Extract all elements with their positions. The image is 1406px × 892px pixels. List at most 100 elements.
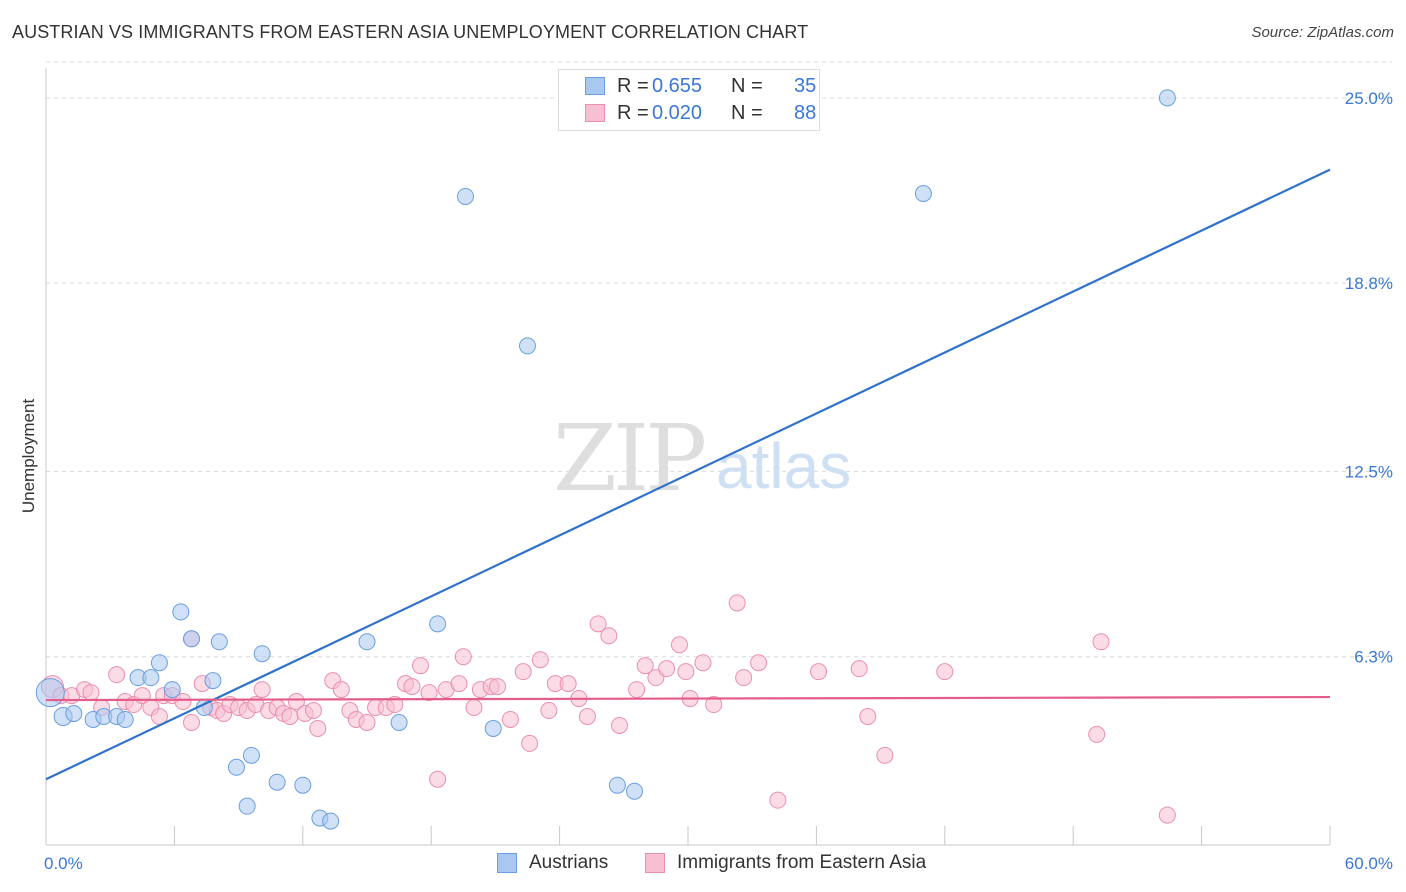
immigrant-point (850, 660, 868, 678)
immigrant-point (521, 734, 539, 752)
immigrant-point (386, 696, 404, 714)
immigrant-point (465, 699, 483, 717)
austrian-point (210, 633, 228, 651)
austrian-point (238, 797, 256, 815)
austrian-point (294, 776, 312, 794)
austrian-point (322, 812, 340, 830)
legend-item-label: Immigrants from Eastern Asia (677, 852, 927, 873)
legend-r-value: 0.020 (652, 102, 703, 124)
austrian-point (914, 184, 932, 202)
watermark-zip: ZIP (553, 405, 704, 512)
immigrant-point (769, 791, 787, 809)
austrian-point (204, 672, 222, 690)
immigrant-point (501, 710, 519, 728)
legend-item-label: Austrians (529, 852, 609, 873)
austrian-point (456, 187, 474, 205)
immigrant-point (670, 636, 688, 654)
austrian-point (35, 678, 65, 708)
immigrant-point (611, 716, 629, 734)
austrian-point (183, 630, 201, 648)
axes (45, 68, 1331, 846)
series-austrians-points (35, 89, 1176, 830)
austrian-point (172, 603, 190, 621)
correlation-legend: R = 0.655 N = 35 R = 0.020 N = 88 (558, 69, 820, 131)
x-tick-label-max: 60.0% (1345, 854, 1393, 873)
immigrant-point (429, 770, 447, 788)
chart-title: AUSTRIAN VS IMMIGRANTS FROM EASTERN ASIA… (12, 22, 809, 42)
austrian-point (150, 654, 168, 672)
tick-labels: 6.3% 12.5% 18.8% 25.0% 0.0% 60.0% (44, 89, 1393, 873)
legend-r-value: 0.655 (652, 75, 703, 97)
immigrant-point (450, 675, 468, 693)
immigrant-point (82, 684, 100, 702)
grid-lines (46, 61, 1392, 658)
immigrant-point (454, 648, 472, 666)
immigrant-point (514, 663, 532, 681)
immigrant-point (174, 693, 192, 711)
austrian-point (65, 705, 83, 723)
legend-n-label: N = (731, 102, 763, 124)
immigrant-point (281, 707, 299, 725)
y-tick-label: 6.3% (1354, 648, 1393, 667)
immigrant-point (677, 663, 695, 681)
immigrant-point (559, 675, 577, 693)
legend-r-label: R = (617, 75, 649, 97)
legend-swatch-blue (585, 77, 605, 95)
immigrant-point (728, 594, 746, 612)
immigrant-point (578, 707, 596, 725)
legend-n-label: N = (731, 75, 763, 97)
immigrant-point (735, 669, 753, 687)
immigrant-point (412, 657, 429, 675)
austrian-point (429, 615, 447, 633)
austrian-point (268, 773, 286, 791)
immigrant-point (108, 666, 126, 684)
immigrant-point (705, 696, 723, 714)
austrian-point (519, 337, 536, 355)
austrian-point (484, 719, 502, 737)
immigrant-point (750, 654, 768, 672)
austrians-trend-line (45, 168, 1331, 781)
series-legend: Austrians Immigrants from Eastern Asia (0, 852, 1406, 878)
watermark-atlas: atlas (716, 430, 851, 502)
immigrant-point (309, 719, 327, 737)
immigrants-trend-line (45, 695, 1331, 702)
immigrant-point (332, 681, 350, 699)
legend-swatch-blue (497, 853, 517, 873)
immigrant-point (859, 707, 877, 725)
immigrant-point (420, 684, 438, 702)
immigrant-point (628, 681, 646, 699)
y-axis-label: Unemployment (19, 399, 38, 514)
legend-n-value: 88 (794, 102, 817, 124)
austrian-point (390, 713, 408, 731)
austrian-point (163, 681, 181, 699)
immigrant-point (305, 702, 322, 720)
y-tick-label: 25.0% (1345, 89, 1393, 108)
immigrant-point (658, 660, 676, 678)
austrian-point (227, 758, 245, 776)
y-tick-label: 12.5% (1345, 462, 1393, 481)
immigrant-point (1158, 806, 1176, 824)
austrian-point (358, 633, 376, 651)
trend-lines (45, 168, 1331, 781)
austrian-point (1158, 89, 1176, 107)
austrian-point (116, 710, 134, 728)
austrian-point (242, 746, 260, 764)
immigrant-point (810, 663, 828, 681)
immigrant-point (694, 654, 712, 672)
immigrant-point (358, 713, 376, 731)
immigrant-point (876, 746, 894, 764)
x-tick-label-min: 0.0% (44, 854, 83, 873)
immigrant-point (183, 713, 201, 731)
immigrant-point (489, 678, 507, 696)
immigrant-point (287, 693, 305, 711)
legend-swatch-pink (585, 104, 605, 122)
austrian-point (253, 645, 271, 663)
immigrant-point (540, 702, 558, 720)
immigrant-point (253, 681, 271, 699)
austrian-point (608, 776, 626, 794)
watermark: ZIP atlas (553, 405, 851, 512)
legend-swatch-pink (645, 853, 665, 873)
austrian-point (142, 669, 160, 687)
legend-n-value: 35 (794, 75, 817, 97)
